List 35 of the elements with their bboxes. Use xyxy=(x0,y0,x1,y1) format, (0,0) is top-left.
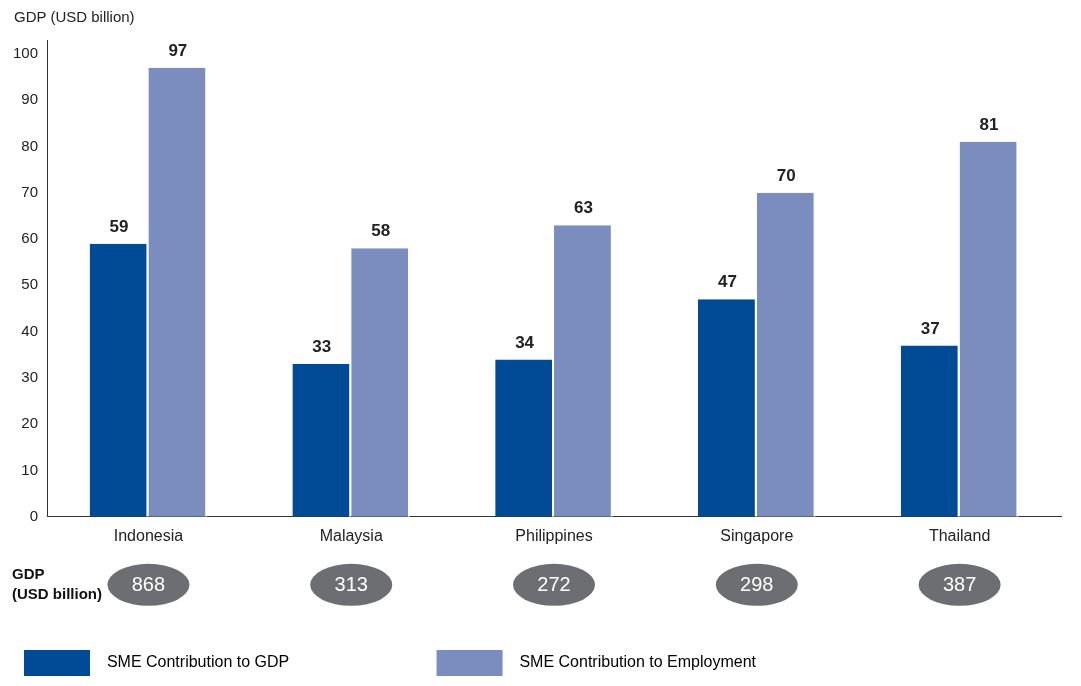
text: 868 xyxy=(131,573,166,596)
data-label: 47 xyxy=(717,272,737,292)
y-tick-label: 80 xyxy=(21,136,39,154)
data-label: 37 xyxy=(920,318,940,338)
text: 298 xyxy=(740,573,774,596)
data-label: 70 xyxy=(776,165,796,185)
y-tick-label: 30 xyxy=(21,368,39,386)
text: GDP (USD billion) xyxy=(12,564,102,602)
y-tick-label: 50 xyxy=(21,275,39,293)
data-label: 97 xyxy=(168,40,188,60)
data-label: 59 xyxy=(109,216,129,236)
x-tick-label: Singapore xyxy=(720,526,794,544)
y-axis-title: GDP (USD billion) xyxy=(14,8,135,26)
text: 272 xyxy=(537,573,571,596)
x-tick-label: Malaysia xyxy=(319,526,383,544)
data-label: 81 xyxy=(979,115,999,135)
text: 313 xyxy=(334,573,368,596)
y-tick-label: 70 xyxy=(21,182,39,200)
x-tick-label: Philippines xyxy=(515,526,593,544)
y-tick-label: 20 xyxy=(21,414,39,432)
text: 387 xyxy=(942,573,977,596)
x-tick-label: Thailand xyxy=(928,526,991,544)
legend-label: SME Contribution to GDP xyxy=(98,653,423,671)
y-tick-label: 40 xyxy=(21,321,39,339)
legend-label: SME Contribution to Employment xyxy=(510,653,890,671)
y-tick-label: 10 xyxy=(21,460,39,478)
y-tick-label: 100 xyxy=(13,44,39,62)
y-tick-label: 60 xyxy=(21,229,39,247)
data-label: 58 xyxy=(371,221,391,241)
data-label: 63 xyxy=(573,198,593,218)
y-tick-label: 0 xyxy=(29,506,39,524)
y-tick-label: 90 xyxy=(21,90,39,108)
data-label: 33 xyxy=(312,337,332,357)
x-tick-label: Indonesia xyxy=(113,526,184,544)
data-label: 34 xyxy=(515,332,535,352)
